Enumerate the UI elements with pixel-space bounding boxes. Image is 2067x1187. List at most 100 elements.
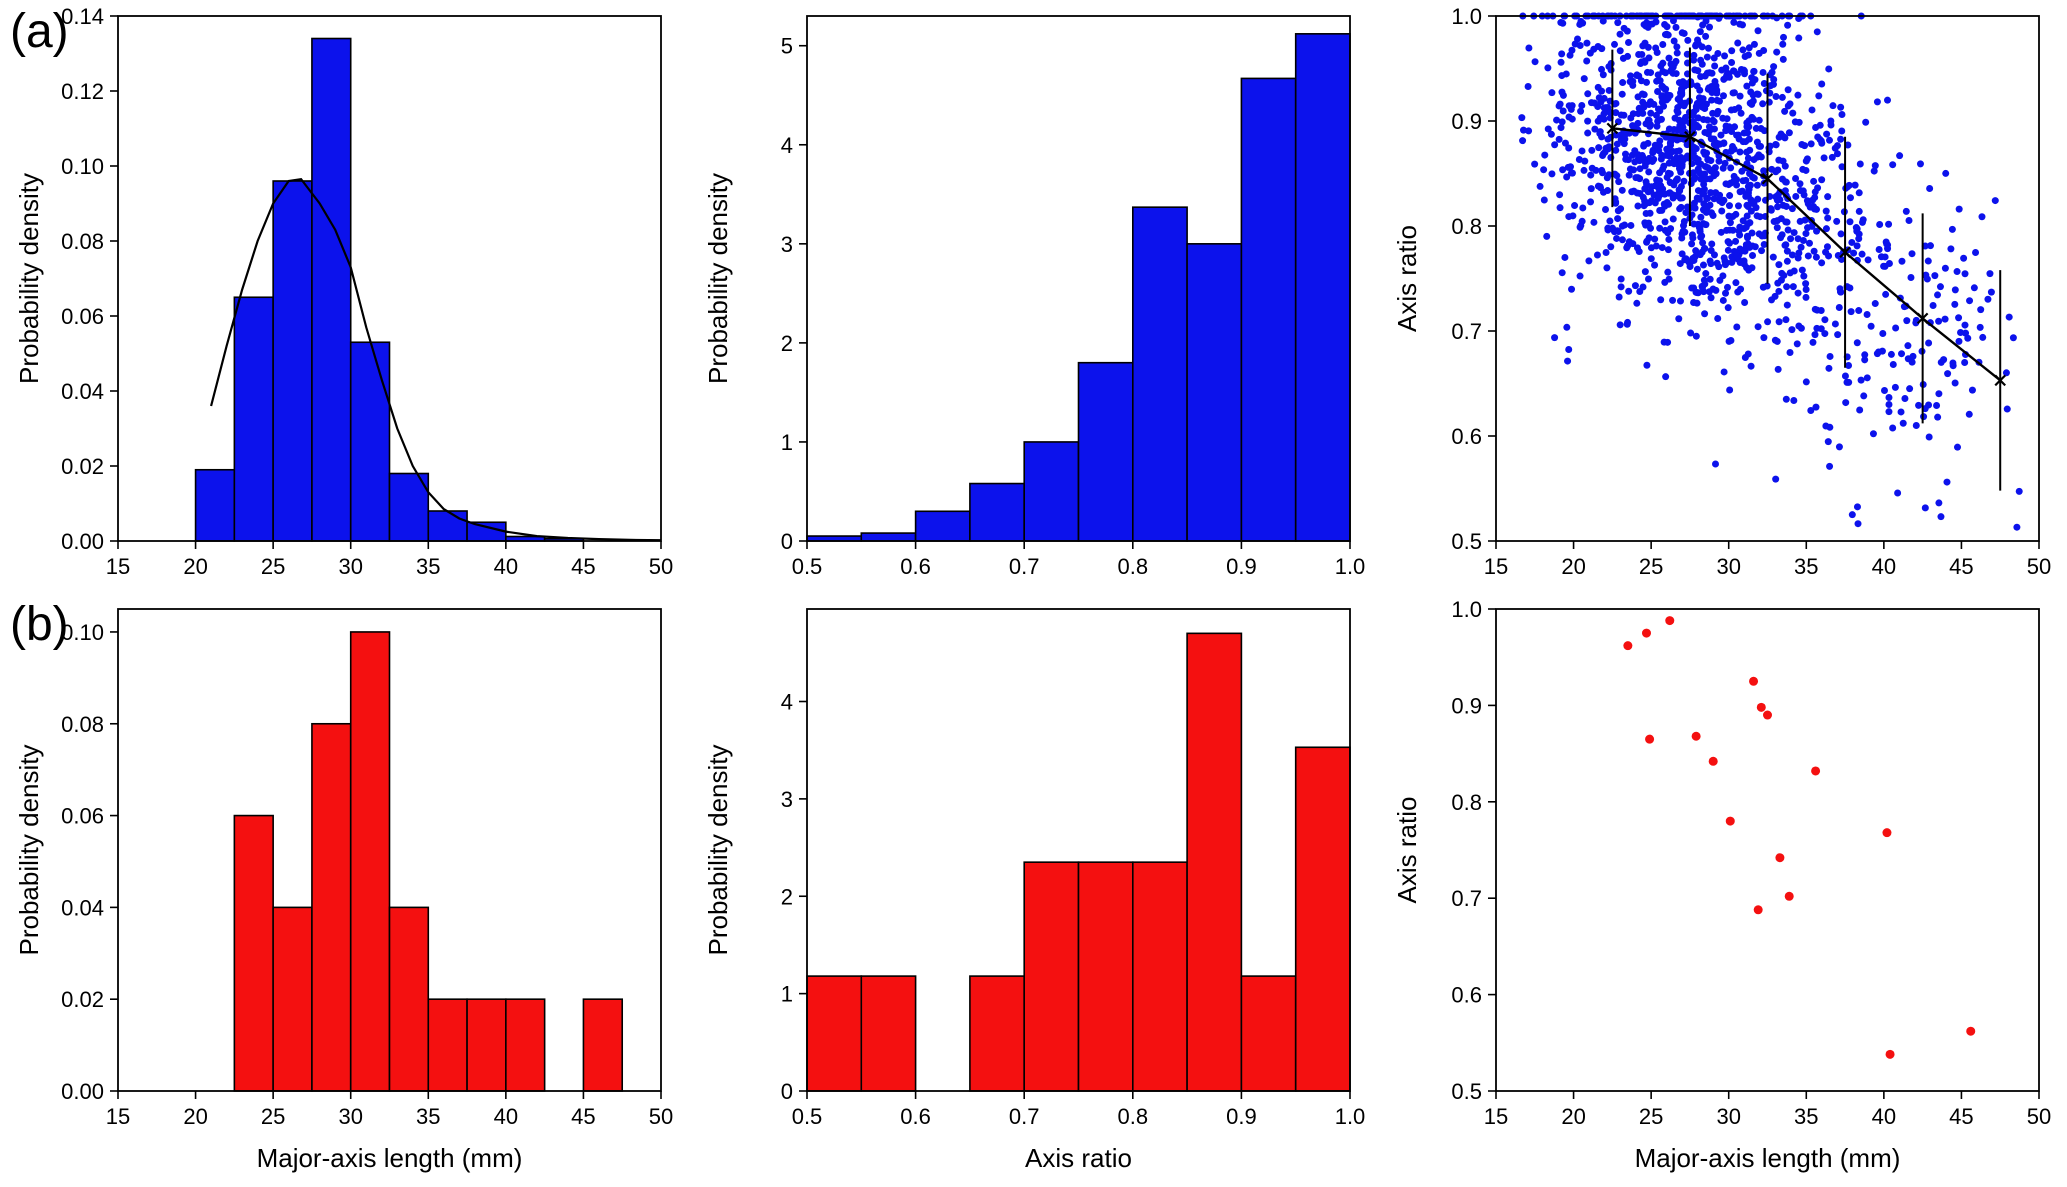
- svg-text:0.08: 0.08: [61, 712, 104, 737]
- svg-text:Probability density: Probability density: [14, 745, 44, 956]
- subplot-b1-major-axis-histogram: 15 20 25 30 35 40 45 50 0.00 0.02 0.04 0.06 0.08 0.10…: [0, 593, 689, 1187]
- svg-text:Major-axis length (mm): Major-axis length (mm): [257, 1143, 523, 1173]
- svg-text:0: 0: [781, 529, 793, 554]
- chart-svg: 15 20 25 30 35 40 45 50 0.00 0.02 0.04 0.06 0.08 0.10…: [14, 4, 673, 579]
- svg-text:Probability density: Probability density: [703, 173, 733, 384]
- svg-text:0.8: 0.8: [1118, 1104, 1149, 1129]
- svg-text:0.10: 0.10: [61, 154, 104, 179]
- svg-text:4: 4: [781, 133, 793, 158]
- svg-text:1: 1: [781, 430, 793, 455]
- chart-svg: 15 20 25 30 35 40 45 50 0.00 0.02 0.04 0.06 0.08 0.10…: [14, 608, 673, 1173]
- svg-text:0.8: 0.8: [1451, 790, 1482, 815]
- svg-text:1.0: 1.0: [1335, 1104, 1366, 1129]
- svg-text:3: 3: [781, 232, 793, 257]
- svg-text:45: 45: [1949, 554, 1973, 579]
- svg-text:0.00: 0.00: [61, 529, 104, 554]
- svg-text:0.06: 0.06: [61, 304, 104, 329]
- svg-text:0.7: 0.7: [1451, 319, 1482, 344]
- panel-label-a: (a): [10, 5, 69, 58]
- svg-text:30: 30: [338, 554, 362, 579]
- svg-text:0.5: 0.5: [792, 1104, 823, 1129]
- svg-text:0.6: 0.6: [900, 1104, 931, 1129]
- panel-label-b: (b): [10, 598, 69, 651]
- subplot-b3-scatter: 15 20 25 30 35 40 45 50 0.5 0.6 0.7 0.8 0.9 1.0 Axis r…: [1378, 593, 2067, 1187]
- svg-text:15: 15: [1484, 554, 1508, 579]
- subplot-a2-axis-ratio-histogram: 0.5 0.6 0.7 0.8 0.9 1.0 0 1 2 3 4 5 Probability dens…: [689, 0, 1378, 593]
- svg-text:0.7: 0.7: [1451, 886, 1482, 911]
- svg-text:50: 50: [2027, 554, 2051, 579]
- svg-text:50: 50: [2027, 1104, 2051, 1129]
- svg-text:0.06: 0.06: [61, 804, 104, 829]
- svg-text:0.04: 0.04: [61, 895, 104, 920]
- svg-text:15: 15: [1484, 1104, 1508, 1129]
- svg-text:15: 15: [106, 554, 130, 579]
- svg-text:0.02: 0.02: [61, 987, 104, 1012]
- svg-text:0.5: 0.5: [1451, 529, 1482, 554]
- svg-text:35: 35: [1794, 554, 1818, 579]
- svg-text:30: 30: [1716, 1104, 1740, 1129]
- svg-text:35: 35: [1794, 1104, 1818, 1129]
- svg-text:0.5: 0.5: [792, 554, 823, 579]
- svg-text:1.0: 1.0: [1335, 554, 1366, 579]
- svg-text:45: 45: [1949, 1104, 1973, 1129]
- svg-text:1.0: 1.0: [1451, 597, 1482, 622]
- svg-text:0.8: 0.8: [1451, 214, 1482, 239]
- svg-text:40: 40: [494, 1104, 518, 1129]
- svg-text:Probability density: Probability density: [14, 173, 44, 384]
- svg-text:50: 50: [649, 554, 673, 579]
- svg-text:0.9: 0.9: [1451, 109, 1482, 134]
- subplot-b2-axis-ratio-histogram: 0.5 0.6 0.7 0.8 0.9 1.0 0 1 2 3 4 Probability densi…: [689, 593, 1378, 1187]
- svg-text:0: 0: [781, 1079, 793, 1104]
- svg-text:30: 30: [1716, 554, 1740, 579]
- svg-text:45: 45: [571, 1104, 595, 1129]
- svg-text:Major-axis length (mm): Major-axis length (mm): [1635, 1143, 1901, 1173]
- svg-text:25: 25: [1639, 554, 1663, 579]
- svg-text:0.08: 0.08: [61, 229, 104, 254]
- svg-text:0.9: 0.9: [1226, 554, 1257, 579]
- svg-text:30: 30: [338, 1104, 362, 1129]
- svg-text:0.04: 0.04: [61, 379, 104, 404]
- svg-text:15: 15: [106, 1104, 130, 1129]
- svg-text:0.5: 0.5: [1451, 1079, 1482, 1104]
- svg-text:35: 35: [416, 554, 440, 579]
- svg-text:20: 20: [1561, 554, 1585, 579]
- svg-text:40: 40: [494, 554, 518, 579]
- svg-text:45: 45: [571, 554, 595, 579]
- svg-text:0.8: 0.8: [1118, 554, 1149, 579]
- svg-text:50: 50: [649, 1104, 673, 1129]
- svg-text:40: 40: [1872, 1104, 1896, 1129]
- svg-text:Axis ratio: Axis ratio: [1025, 1143, 1132, 1173]
- svg-text:Axis ratio: Axis ratio: [1392, 797, 1422, 904]
- svg-text:2: 2: [781, 331, 793, 356]
- svg-text:4: 4: [781, 690, 793, 715]
- svg-text:40: 40: [1872, 554, 1896, 579]
- svg-text:0.9: 0.9: [1451, 693, 1482, 718]
- svg-text:25: 25: [1639, 1104, 1663, 1129]
- svg-text:0.6: 0.6: [1451, 983, 1482, 1008]
- chart-svg: 0.5 0.6 0.7 0.8 0.9 1.0 0 1 2 3 4 5 Probability dens…: [703, 15, 1366, 579]
- svg-text:0.9: 0.9: [1226, 1104, 1257, 1129]
- svg-text:0.12: 0.12: [61, 79, 104, 104]
- svg-text:5: 5: [781, 34, 793, 59]
- svg-text:0.6: 0.6: [900, 554, 931, 579]
- svg-text:1: 1: [781, 982, 793, 1007]
- subplot-a1-major-axis-histogram: 15 20 25 30 35 40 45 50 0.00 0.02 0.04 0.06 0.08 0.10…: [0, 0, 689, 593]
- svg-text:35: 35: [416, 1104, 440, 1129]
- svg-text:0.6: 0.6: [1451, 424, 1482, 449]
- svg-text:3: 3: [781, 787, 793, 812]
- svg-text:1.0: 1.0: [1451, 4, 1482, 29]
- svg-text:0.02: 0.02: [61, 454, 104, 479]
- chart-svg: 15 20 25 30 35 40 45 50 0.5 0.6 0.7 0.8 0.9 1.0 Axis r…: [1392, 597, 2051, 1173]
- chart-svg: 0.5 0.6 0.7 0.8 0.9 1.0 0 1 2 3 4 Probability densi…: [703, 608, 1366, 1173]
- svg-text:25: 25: [261, 1104, 285, 1129]
- svg-text:25: 25: [261, 554, 285, 579]
- svg-text:0.7: 0.7: [1009, 1104, 1040, 1129]
- subplot-a3-scatter: 15 20 25 30 35 40 45 50 0.5 0.6 0.7 0.8 0.9 1.0 Axis r…: [1378, 0, 2067, 593]
- svg-text:Axis ratio: Axis ratio: [1392, 225, 1422, 332]
- svg-text:20: 20: [183, 554, 207, 579]
- svg-text:0.10: 0.10: [61, 620, 104, 645]
- svg-text:0.7: 0.7: [1009, 554, 1040, 579]
- svg-text:20: 20: [183, 1104, 207, 1129]
